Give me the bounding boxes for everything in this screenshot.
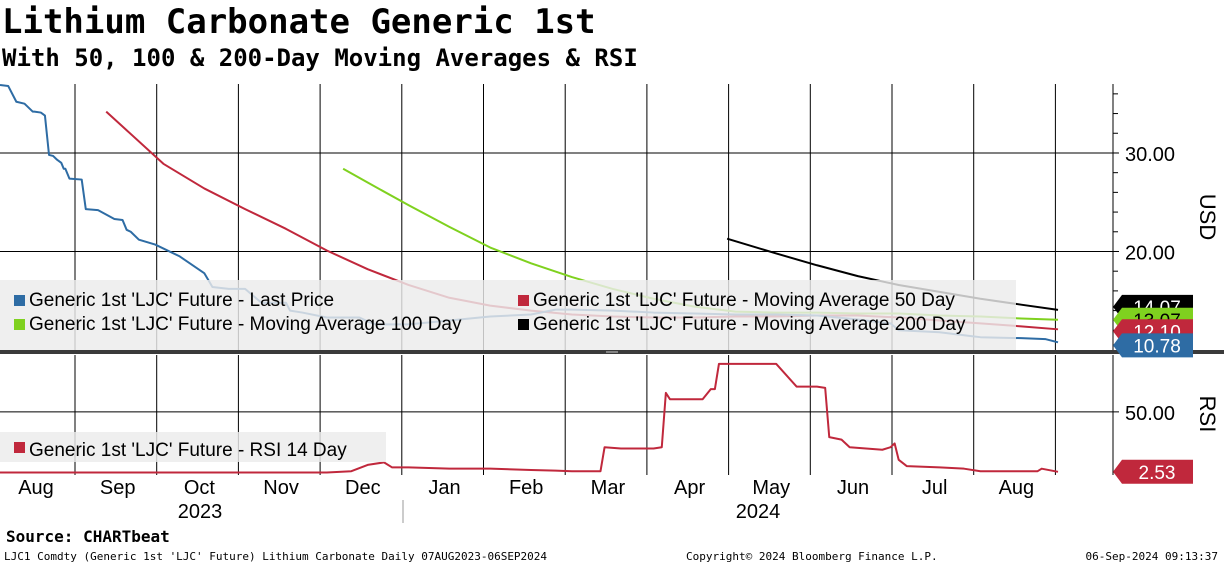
x-month-label: Jul	[922, 477, 948, 499]
legend-swatch-ma200	[518, 319, 529, 330]
x-month-label: Oct	[184, 477, 216, 499]
footer-copyright: Copyright© 2024 Bloomberg Finance L.P.	[686, 550, 938, 563]
x-year-label: 2023	[178, 501, 223, 523]
last-tag-price: 10.78	[1113, 333, 1193, 358]
footer-timestamp: 06-Sep-2024 09:13:37	[1085, 550, 1218, 563]
legend-swatch-price	[14, 295, 25, 306]
price-legend-box	[0, 280, 1016, 350]
price-y-tick-label: 20.00	[1125, 242, 1175, 264]
x-month-label: Jun	[837, 477, 869, 499]
rsi-legend-box	[0, 432, 386, 462]
x-month-label: Aug	[18, 477, 54, 499]
x-month-label: Aug	[999, 477, 1035, 499]
x-month-label: Feb	[509, 477, 543, 499]
legend-swatch-ma50	[518, 295, 529, 306]
x-month-label: May	[752, 477, 790, 499]
legend-swatch-rsi	[14, 442, 25, 453]
chart-subtitle: With 50, 100 & 200-Day Moving Averages &…	[2, 44, 638, 72]
x-month-label: Dec	[345, 477, 381, 499]
x-year-label: 2024	[736, 501, 781, 523]
last-tag-rsi-shape	[1113, 459, 1193, 484]
footer-ticker-info: LJC1 Comdty (Generic 1st 'LJC' Future) L…	[4, 550, 548, 563]
legend-label-rsi: Generic 1st 'LJC' Future - RSI 14 Day	[29, 440, 347, 461]
last-tag-price-shape	[1113, 333, 1193, 358]
x-month-label: Nov	[263, 477, 299, 499]
price-y-axis-title: USD	[1195, 194, 1220, 240]
rsi-y-axis-title: RSI	[1195, 396, 1220, 433]
last-tag-rsi: 2.53	[1113, 459, 1193, 484]
source-note: Source: CHARTbeat	[6, 527, 170, 546]
x-month-label: Jan	[428, 477, 460, 499]
rsi-y-tick-label: 50.00	[1125, 403, 1175, 425]
chart-title: Lithium Carbonate Generic 1st	[2, 2, 596, 42]
last-tag-price-value: 10.78	[1133, 336, 1181, 357]
legend-label-price: Generic 1st 'LJC' Future - Last Price	[29, 290, 334, 311]
legend-label-ma100: Generic 1st 'LJC' Future - Moving Averag…	[29, 314, 462, 335]
x-month-label: Apr	[674, 477, 705, 499]
x-month-label: Mar	[591, 477, 626, 499]
x-month-label: Sep	[100, 477, 136, 499]
last-tag-rsi-value: 2.53	[1139, 463, 1176, 484]
series-line-rsi	[0, 362, 1059, 474]
legend-swatch-ma100	[14, 319, 25, 330]
legend-label-ma200: Generic 1st 'LJC' Future - Moving Averag…	[533, 314, 966, 335]
price-y-tick-label: 30.00	[1125, 144, 1175, 166]
legend-label-ma50: Generic 1st 'LJC' Future - Moving Averag…	[533, 290, 955, 311]
